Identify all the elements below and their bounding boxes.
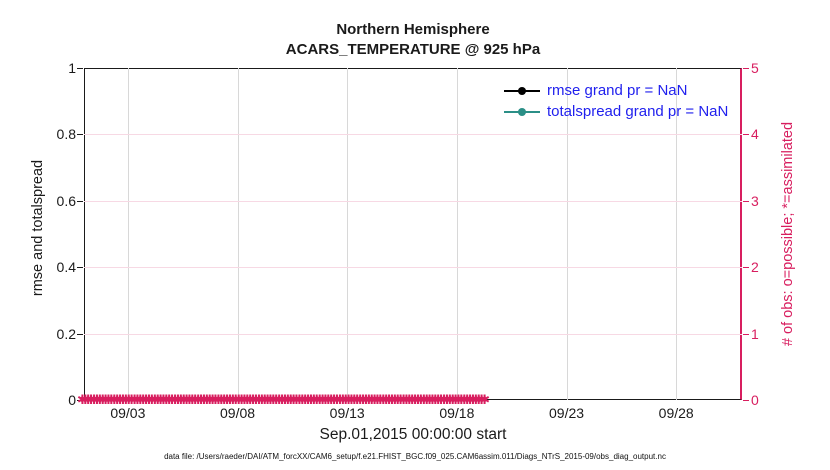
plot-area — [84, 68, 742, 400]
left-axis-tick-label: 0.8 — [56, 126, 76, 143]
legend-label: totalspread grand pr = NaN — [547, 103, 729, 120]
gridline-horizontal — [84, 267, 742, 269]
chart-title: Northern Hemisphere — [336, 21, 490, 38]
gridline-vertical — [676, 68, 678, 400]
x-axis-label: Sep.01,2015 00:00:00 start — [319, 426, 507, 443]
gridline-horizontal — [84, 134, 742, 136]
left-axis-tick-label: 1 — [68, 60, 76, 76]
legend-label: rmse grand pr = NaN — [547, 82, 688, 99]
obs-zero-band: ✱✱✱✱✱✱✱✱✱✱✱✱✱✱✱✱✱✱✱✱✱✱✱✱✱✱✱✱✱✱✱✱✱✱✱✱✱✱✱✱… — [77, 394, 490, 406]
left-axis-tick — [77, 400, 83, 401]
x-axis-tick-label: 09/23 — [549, 405, 585, 421]
gridline-vertical — [456, 68, 458, 400]
x-axis-tick-label: 09/08 — [220, 405, 256, 421]
left-axis-tick — [77, 68, 83, 69]
chart-title-block: Northern Hemisphere ACARS_TEMPERATURE @ … — [84, 20, 742, 60]
x-axis-tick-label: 09/13 — [329, 405, 365, 421]
right-axis-tick-label: 3 — [751, 192, 759, 209]
left-axis-tick — [77, 333, 83, 335]
gridline-vertical — [347, 68, 349, 400]
left-axis-tick-label: 0.2 — [56, 325, 76, 342]
legend-marker-dot — [518, 86, 526, 95]
right-axis-tick — [743, 134, 749, 136]
right-axis-tick — [743, 68, 749, 69]
x-axis-tick-label: 09/03 — [110, 405, 146, 421]
left-axis-tick — [77, 200, 83, 202]
gridline-vertical — [127, 68, 129, 400]
right-axis-tick — [743, 200, 749, 202]
x-axis-tick-label: 09/18 — [439, 405, 475, 421]
gridline-horizontal — [84, 333, 742, 335]
right-axis-tick — [743, 333, 749, 335]
legend-marker-dot — [518, 107, 526, 116]
right-axis-tick-label: 4 — [751, 126, 759, 143]
right-axis-tick — [743, 400, 749, 401]
right-axis-tick-label: 1 — [751, 325, 759, 342]
x-axis-tick-label: 09/28 — [658, 405, 694, 421]
left-axis-tick — [77, 134, 83, 136]
right-axis-tick-label: 5 — [751, 60, 759, 76]
left-axis-tick-label: 0.4 — [56, 259, 76, 276]
left-axis-tick — [77, 267, 83, 269]
chart-subtitle: ACARS_TEMPERATURE @ 925 hPa — [285, 41, 541, 58]
right-axis-tick — [743, 267, 749, 269]
legend-line — [504, 107, 540, 116]
left-axis-tick-label: 0.6 — [56, 192, 76, 209]
legend-item: rmse grand pr = NaN — [504, 80, 728, 101]
right-axis-tick-label: 0 — [751, 392, 759, 408]
legend-item: totalspread grand pr = NaN — [504, 101, 728, 122]
right-axis-tick-label: 2 — [751, 259, 759, 276]
gridline-horizontal — [84, 200, 742, 202]
right-axis-label: # of obs: o=possible; *=assimilated — [780, 121, 796, 347]
footer-datafile: data file: /Users/raeder/DAI/ATM_forcXX/… — [164, 452, 666, 461]
gridline-vertical — [566, 68, 568, 400]
left-axis-tick-label: 0 — [68, 392, 76, 408]
legend-line — [504, 86, 540, 95]
legend: rmse grand pr = NaN totalspread grand pr … — [504, 80, 728, 122]
gridline-vertical — [237, 68, 239, 400]
